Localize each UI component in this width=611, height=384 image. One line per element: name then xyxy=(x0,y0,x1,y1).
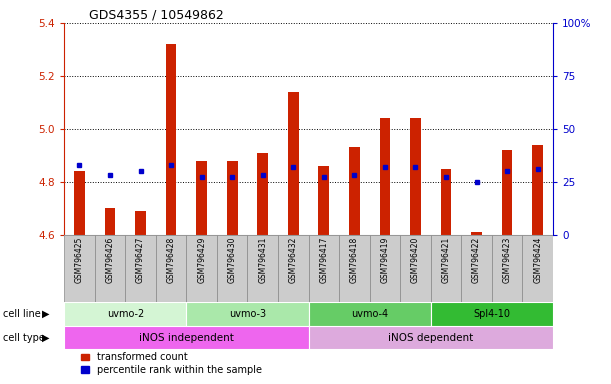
Text: uvmo-4: uvmo-4 xyxy=(351,309,388,319)
Text: ▶: ▶ xyxy=(42,309,49,319)
Text: GSM796422: GSM796422 xyxy=(472,237,481,283)
Text: GSM796426: GSM796426 xyxy=(106,237,114,283)
Text: GSM796428: GSM796428 xyxy=(167,237,175,283)
Text: GSM796429: GSM796429 xyxy=(197,237,206,283)
Text: GSM796431: GSM796431 xyxy=(258,237,267,283)
Text: cell type: cell type xyxy=(3,333,45,343)
Text: GSM796423: GSM796423 xyxy=(503,237,511,283)
Bar xyxy=(379,118,390,235)
Bar xyxy=(309,235,339,302)
Bar xyxy=(492,235,522,302)
Text: iNOS dependent: iNOS dependent xyxy=(388,333,474,343)
Bar xyxy=(370,235,400,302)
Bar xyxy=(532,145,543,235)
Text: GSM796424: GSM796424 xyxy=(533,237,542,283)
Text: GSM796420: GSM796420 xyxy=(411,237,420,283)
Bar xyxy=(339,235,370,302)
Text: cell line: cell line xyxy=(3,309,41,319)
Bar xyxy=(309,302,431,326)
Bar xyxy=(522,235,553,302)
Text: GSM796427: GSM796427 xyxy=(136,237,145,283)
Text: iNOS independent: iNOS independent xyxy=(139,333,234,343)
Bar xyxy=(95,235,125,302)
Text: GSM796417: GSM796417 xyxy=(320,237,328,283)
Bar xyxy=(257,152,268,235)
Bar xyxy=(217,235,247,302)
Text: GSM796421: GSM796421 xyxy=(442,237,450,283)
Bar xyxy=(431,235,461,302)
Bar xyxy=(64,235,95,302)
Bar xyxy=(64,326,309,349)
Bar xyxy=(461,235,492,302)
Text: Spl4-10: Spl4-10 xyxy=(474,309,510,319)
Bar xyxy=(156,235,186,302)
Bar xyxy=(471,232,482,235)
Bar xyxy=(166,44,177,235)
Bar xyxy=(288,92,299,235)
Text: GSM796432: GSM796432 xyxy=(289,237,298,283)
Bar xyxy=(186,235,217,302)
Text: uvmo-2: uvmo-2 xyxy=(107,309,144,319)
Text: GSM796425: GSM796425 xyxy=(75,237,84,283)
Bar xyxy=(196,161,207,235)
Bar xyxy=(74,171,85,235)
Bar xyxy=(227,161,238,235)
Text: GSM796430: GSM796430 xyxy=(228,237,236,283)
Text: GSM796418: GSM796418 xyxy=(350,237,359,283)
Bar xyxy=(247,235,278,302)
Text: ▶: ▶ xyxy=(42,333,49,343)
Bar xyxy=(349,147,360,235)
Bar xyxy=(318,166,329,235)
Bar xyxy=(441,169,452,235)
Bar xyxy=(64,302,186,326)
Bar xyxy=(186,302,309,326)
Bar xyxy=(125,235,156,302)
Bar xyxy=(502,150,513,235)
Text: uvmo-3: uvmo-3 xyxy=(229,309,266,319)
Bar xyxy=(410,118,421,235)
Bar xyxy=(135,211,146,235)
Text: GSM796419: GSM796419 xyxy=(381,237,389,283)
Text: GDS4355 / 10549862: GDS4355 / 10549862 xyxy=(89,9,224,22)
Bar xyxy=(309,326,553,349)
Bar xyxy=(431,302,553,326)
Bar xyxy=(278,235,309,302)
Legend: transformed count, percentile rank within the sample: transformed count, percentile rank withi… xyxy=(81,353,262,375)
Bar xyxy=(104,208,115,235)
Bar xyxy=(400,235,431,302)
